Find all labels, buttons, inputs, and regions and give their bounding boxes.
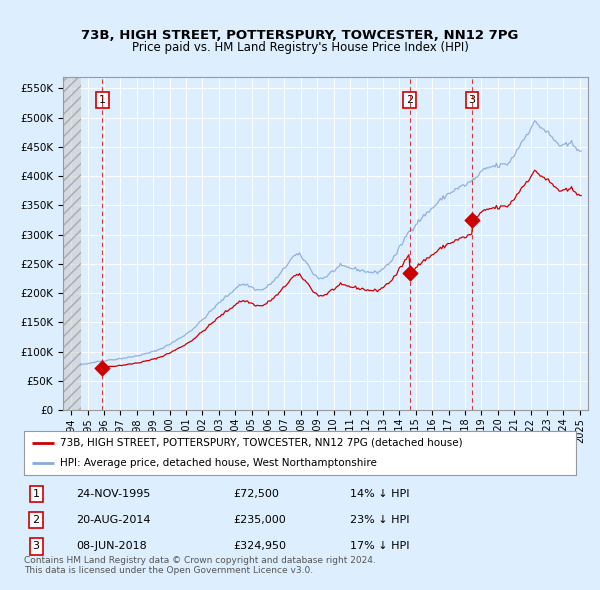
Point	[405, 268, 415, 277]
Text: 3: 3	[32, 542, 40, 552]
Bar	[63, 77, 81, 410]
Text: 2: 2	[406, 95, 413, 105]
Text: 14% ↓ HPI: 14% ↓ HPI	[350, 489, 409, 499]
Text: 08-JUN-2018: 08-JUN-2018	[76, 542, 147, 552]
Text: 24-NOV-1995: 24-NOV-1995	[76, 489, 151, 499]
Text: This data is licensed under the Open Government Licence v3.0.: This data is licensed under the Open Gov…	[24, 566, 313, 575]
Text: £235,000: £235,000	[234, 515, 287, 525]
Text: £72,500: £72,500	[234, 489, 280, 499]
Text: 73B, HIGH STREET, POTTERSPURY, TOWCESTER, NN12 7PG (detached house): 73B, HIGH STREET, POTTERSPURY, TOWCESTER…	[60, 438, 463, 448]
Text: 23% ↓ HPI: 23% ↓ HPI	[350, 515, 409, 525]
Text: 73B, HIGH STREET, POTTERSPURY, TOWCESTER, NN12 7PG: 73B, HIGH STREET, POTTERSPURY, TOWCESTER…	[82, 29, 518, 42]
Text: 3: 3	[469, 95, 476, 105]
Text: Price paid vs. HM Land Registry's House Price Index (HPI): Price paid vs. HM Land Registry's House …	[131, 41, 469, 54]
Bar	[63, 77, 81, 410]
Text: Contains HM Land Registry data © Crown copyright and database right 2024.: Contains HM Land Registry data © Crown c…	[24, 556, 376, 565]
Text: 2: 2	[32, 515, 40, 525]
Text: HPI: Average price, detached house, West Northamptonshire: HPI: Average price, detached house, West…	[60, 458, 377, 468]
Text: 1: 1	[99, 95, 106, 105]
Text: 1: 1	[32, 489, 40, 499]
Text: £324,950: £324,950	[234, 542, 287, 552]
Point	[467, 215, 477, 225]
Text: 20-AUG-2014: 20-AUG-2014	[76, 515, 151, 525]
Text: 17% ↓ HPI: 17% ↓ HPI	[350, 542, 409, 552]
Point	[98, 363, 107, 372]
